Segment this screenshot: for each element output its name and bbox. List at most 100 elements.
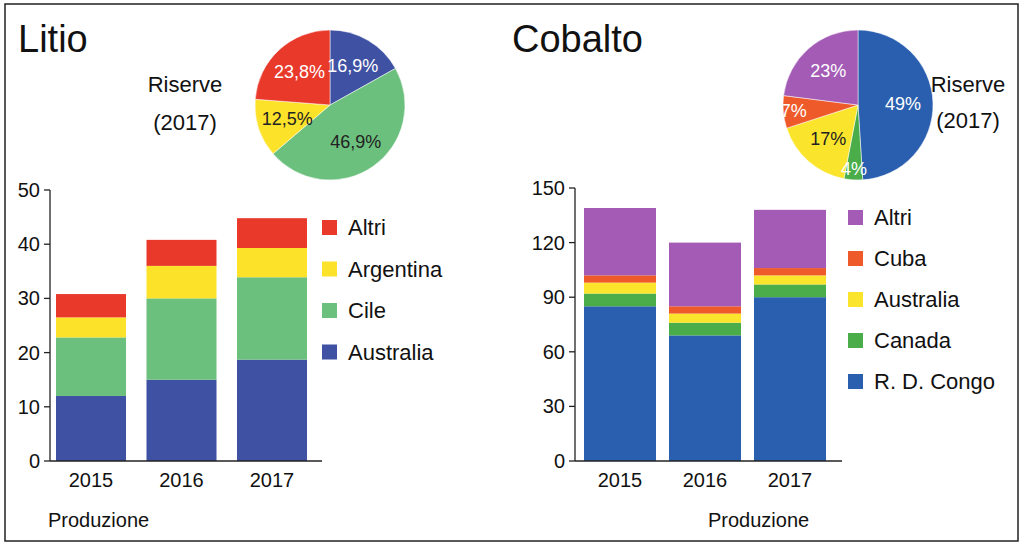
y-tick-label: 0 [554, 450, 565, 472]
y-tick [569, 351, 575, 352]
x-tick-label: 2017 [768, 469, 813, 491]
legend-swatch [322, 262, 337, 277]
legend-label: Altri [874, 205, 912, 230]
legend-label: Canada [874, 328, 952, 353]
bar [669, 335, 741, 461]
pie-title-line: (2017) [153, 110, 217, 135]
y-tick [44, 298, 50, 299]
pie-label: 17% [810, 129, 846, 149]
y-tick [44, 244, 50, 245]
title: Cobalto [512, 18, 643, 60]
y-axis [574, 188, 575, 461]
pie-label: 23% [810, 61, 846, 81]
y-tick [44, 352, 50, 353]
y-tick-label: 150 [532, 177, 565, 199]
y-tick [44, 406, 50, 407]
y-tick-label: 120 [532, 232, 565, 254]
bar [584, 283, 656, 294]
legend: AltriArgentinaCileAustralia [322, 215, 443, 365]
y-tick [44, 460, 50, 461]
bar [754, 275, 826, 284]
bar [584, 306, 656, 461]
x-tick-label: 2015 [69, 469, 114, 491]
bar [584, 208, 656, 275]
bar [147, 266, 217, 299]
y-tick [44, 189, 50, 190]
bars [56, 218, 307, 461]
legend-label: Cile [348, 298, 386, 323]
y-tick [569, 187, 575, 188]
y-tick-label: 30 [543, 395, 565, 417]
pie-title-line: Riserve [931, 72, 1006, 97]
y-tick-label: 60 [543, 341, 565, 363]
pie-title: Riserve (2017) [148, 72, 223, 135]
bar [754, 297, 826, 461]
y-tick-label: 30 [18, 287, 40, 309]
x-label: Produzione [48, 509, 149, 531]
legend-swatch [848, 210, 863, 225]
bar [237, 277, 307, 359]
pie-panel: 16,9% 46,9% 12,5% 23,8% Riserve (2017) [148, 30, 405, 180]
pie-label: 12,5% [262, 109, 313, 129]
legend-swatch [322, 345, 337, 360]
pie-slice [784, 30, 858, 105]
y-tick-label: 0 [29, 450, 40, 472]
bar [237, 248, 307, 277]
legend-swatch [848, 333, 863, 348]
bar [754, 284, 826, 297]
y-tick [569, 460, 575, 461]
bar [754, 210, 826, 268]
pie-label: 23,8% [274, 62, 325, 82]
pie-slice [858, 30, 933, 180]
x-tick-label: 2017 [250, 469, 295, 491]
x-tick-label: 2016 [683, 469, 728, 491]
y-tick [569, 406, 575, 407]
bar [669, 323, 741, 336]
bar [147, 380, 217, 461]
pie-label: 16,9% [327, 56, 378, 76]
legend-label: Australia [874, 287, 960, 312]
y-axis [49, 190, 50, 461]
bar [669, 243, 741, 307]
bar [56, 337, 126, 396]
pie-title-line: (2017) [936, 108, 1000, 133]
bar [56, 396, 126, 461]
x-label: Produzione [708, 509, 809, 531]
bar-panel: Litio 0 10 20 30 40 50 2015 2016 2017 Produzione Al… [18, 18, 443, 531]
bar [237, 360, 307, 461]
bar [584, 275, 656, 282]
y-tick-label: 50 [18, 179, 40, 201]
legend-swatch [848, 374, 863, 389]
x-axis [575, 460, 842, 461]
x-tick-label: 2015 [598, 469, 643, 491]
pie-title-line: Riserve [148, 72, 223, 97]
legend-swatch [848, 292, 863, 307]
legend-swatch [848, 251, 863, 266]
y-tick [569, 297, 575, 298]
legend: AltriCubaAustraliaCanadaR. D. Congo [848, 205, 995, 394]
bar-panel: Cobalto 0 30 60 90 120 150 2015 2016 2017 Produzio… [512, 18, 995, 531]
title: Litio [18, 18, 88, 60]
x-axis [50, 460, 322, 461]
legend-label: Cuba [874, 246, 927, 271]
bar [147, 298, 217, 379]
y-tick-label: 90 [543, 286, 565, 308]
pie-label: 49% [885, 94, 921, 114]
bar [754, 268, 826, 275]
pie-label: 46,9% [330, 132, 381, 152]
bar [669, 306, 741, 313]
y-tick [569, 242, 575, 243]
pie-title: Riserve (2017) [931, 72, 1006, 133]
bar [584, 294, 656, 307]
y-tick-label: 10 [18, 396, 40, 418]
bar [669, 314, 741, 323]
pie-label: 4% [841, 159, 867, 179]
pie-slice [255, 99, 330, 154]
y-tick-label: 20 [18, 342, 40, 364]
bar [147, 240, 217, 266]
y-tick-label: 40 [18, 233, 40, 255]
pie-label: 7% [781, 101, 807, 121]
bar [56, 294, 126, 317]
frame [5, 4, 1018, 541]
x-tick-label: 2016 [159, 469, 204, 491]
